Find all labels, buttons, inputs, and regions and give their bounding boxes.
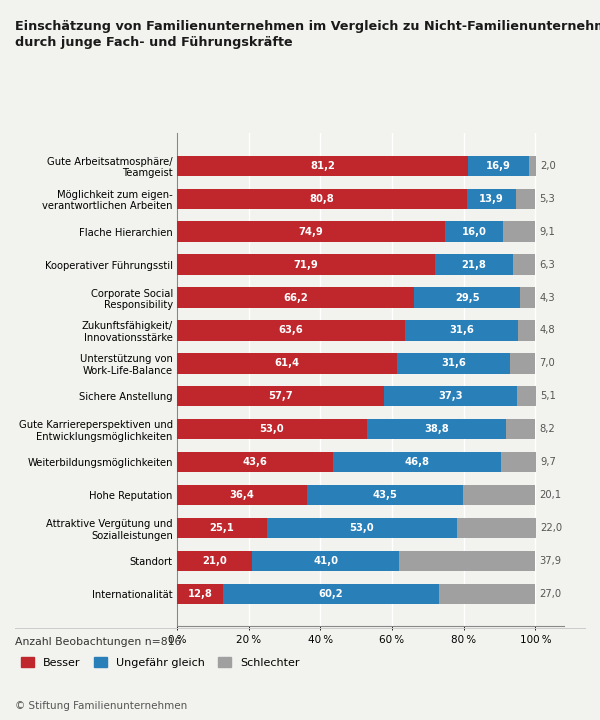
Bar xyxy=(177,156,468,176)
Bar xyxy=(399,551,535,571)
Text: 36,4: 36,4 xyxy=(230,490,254,500)
Bar xyxy=(177,353,397,374)
Bar xyxy=(397,353,510,374)
Text: 16,9: 16,9 xyxy=(486,161,511,171)
Text: 53,0: 53,0 xyxy=(260,424,284,434)
Bar xyxy=(520,287,535,307)
Bar xyxy=(529,156,536,176)
Bar xyxy=(177,419,367,439)
Bar xyxy=(177,189,467,209)
Text: 4,3: 4,3 xyxy=(539,292,555,302)
Text: 5,1: 5,1 xyxy=(540,391,556,401)
Bar xyxy=(177,386,384,407)
Text: 80,8: 80,8 xyxy=(310,194,334,204)
Text: 7,0: 7,0 xyxy=(539,359,556,369)
Text: 2,0: 2,0 xyxy=(540,161,556,171)
Bar xyxy=(467,189,517,209)
Text: 8,2: 8,2 xyxy=(539,424,556,434)
Text: 25,1: 25,1 xyxy=(209,523,235,533)
Bar xyxy=(518,320,535,341)
Text: 22,0: 22,0 xyxy=(540,523,562,533)
Text: 61,4: 61,4 xyxy=(274,359,299,369)
Text: 9,7: 9,7 xyxy=(540,457,556,467)
Bar xyxy=(517,189,535,209)
Text: 74,9: 74,9 xyxy=(299,227,323,237)
Text: 71,9: 71,9 xyxy=(293,260,318,269)
Text: 20,1: 20,1 xyxy=(539,490,562,500)
Text: 12,8: 12,8 xyxy=(187,589,212,599)
Text: 37,3: 37,3 xyxy=(439,391,463,401)
Bar xyxy=(177,551,252,571)
Bar xyxy=(457,518,536,538)
Bar xyxy=(177,584,223,604)
Bar xyxy=(445,222,503,242)
Text: 27,0: 27,0 xyxy=(539,589,562,599)
Bar xyxy=(223,584,439,604)
Bar xyxy=(405,320,518,341)
Text: 60,2: 60,2 xyxy=(319,589,343,599)
Text: 31,6: 31,6 xyxy=(441,359,466,369)
Text: Einschätzung von Familienunternehmen im Vergleich zu Nicht-Familienunternehmen
d: Einschätzung von Familienunternehmen im … xyxy=(15,20,600,49)
Bar xyxy=(439,584,535,604)
Bar xyxy=(463,485,535,505)
Text: 6,3: 6,3 xyxy=(539,260,556,269)
Legend: Besser, Ungefähr gleich, Schlechter: Besser, Ungefähr gleich, Schlechter xyxy=(20,657,300,667)
Text: 57,7: 57,7 xyxy=(268,391,293,401)
Text: 66,2: 66,2 xyxy=(283,292,308,302)
Bar xyxy=(517,386,536,407)
Bar xyxy=(333,452,501,472)
Bar xyxy=(177,518,267,538)
Text: 43,6: 43,6 xyxy=(242,457,268,467)
Bar xyxy=(513,254,535,275)
Bar xyxy=(506,419,535,439)
Text: 63,6: 63,6 xyxy=(278,325,304,336)
Text: 4,8: 4,8 xyxy=(539,325,555,336)
Text: 31,6: 31,6 xyxy=(449,325,474,336)
Text: 41,0: 41,0 xyxy=(313,556,338,566)
Text: 46,8: 46,8 xyxy=(404,457,430,467)
Bar xyxy=(414,287,520,307)
Bar xyxy=(177,254,434,275)
Bar xyxy=(177,485,307,505)
Text: © Stiftung Familienunternehmen: © Stiftung Familienunternehmen xyxy=(15,701,187,711)
Bar xyxy=(307,485,463,505)
Text: 53,0: 53,0 xyxy=(350,523,374,533)
Bar xyxy=(501,452,536,472)
Bar xyxy=(367,419,506,439)
Bar xyxy=(177,452,333,472)
Text: 21,0: 21,0 xyxy=(202,556,227,566)
Bar xyxy=(510,353,535,374)
Bar xyxy=(503,222,535,242)
Text: Anzahl Beobachtungen n=816: Anzahl Beobachtungen n=816 xyxy=(15,637,181,647)
Text: 43,5: 43,5 xyxy=(373,490,398,500)
Text: 21,8: 21,8 xyxy=(461,260,486,269)
Bar xyxy=(177,287,414,307)
Bar xyxy=(177,320,405,341)
Bar xyxy=(468,156,529,176)
Text: 37,9: 37,9 xyxy=(539,556,562,566)
Text: 29,5: 29,5 xyxy=(455,292,479,302)
Text: 81,2: 81,2 xyxy=(310,161,335,171)
Text: 5,3: 5,3 xyxy=(539,194,556,204)
Text: 16,0: 16,0 xyxy=(461,227,487,237)
Text: 38,8: 38,8 xyxy=(424,424,449,434)
Bar xyxy=(267,518,457,538)
Bar xyxy=(177,222,445,242)
Bar xyxy=(252,551,399,571)
Bar xyxy=(434,254,513,275)
Bar xyxy=(384,386,517,407)
Text: 13,9: 13,9 xyxy=(479,194,504,204)
Text: 9,1: 9,1 xyxy=(539,227,556,237)
